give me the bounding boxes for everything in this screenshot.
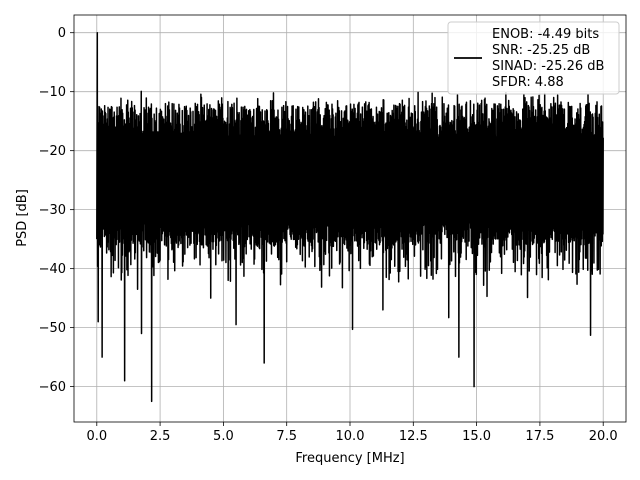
legend-entry-line: SINAD: -25.26 dB xyxy=(492,59,604,74)
x-axis-label: Frequency [MHz] xyxy=(295,451,404,466)
y-tick-label: −30 xyxy=(39,203,66,218)
x-tick-label: 2.5 xyxy=(150,429,171,444)
x-tick-label: 17.5 xyxy=(525,429,554,444)
y-ticks: 0 −10 −20 −30 −40 −50 −60 xyxy=(39,26,74,395)
x-tick-label: 5.0 xyxy=(213,429,234,444)
x-tick-label: 15.0 xyxy=(462,429,491,444)
psd-series-line xyxy=(96,31,604,403)
x-tick-label: 10.0 xyxy=(336,429,365,444)
x-ticks: 0.0 2.5 5.0 7.5 10.0 12.5 15.0 17.5 20.0 xyxy=(86,422,618,444)
legend-entry-line: ENOB: -4.49 bits xyxy=(492,27,599,42)
series-layer xyxy=(96,31,604,403)
legend-entry-line: SFDR: 4.88 xyxy=(492,75,564,90)
y-tick-label: −50 xyxy=(39,321,66,336)
y-axis-label: PSD [dB] xyxy=(15,189,30,247)
y-tick-label: −40 xyxy=(39,262,66,277)
x-tick-label: 12.5 xyxy=(399,429,428,444)
legend-entry-line: SNR: -25.25 dB xyxy=(492,43,590,58)
legend-box xyxy=(447,21,620,95)
y-tick-label: −20 xyxy=(39,144,66,159)
y-tick-label: −60 xyxy=(39,380,66,395)
x-tick-label: 0.0 xyxy=(86,429,107,444)
y-tick-label: 0 xyxy=(58,26,66,41)
x-tick-label: 20.0 xyxy=(589,429,618,444)
x-tick-label: 7.5 xyxy=(276,429,297,444)
y-tick-label: −10 xyxy=(39,85,66,100)
